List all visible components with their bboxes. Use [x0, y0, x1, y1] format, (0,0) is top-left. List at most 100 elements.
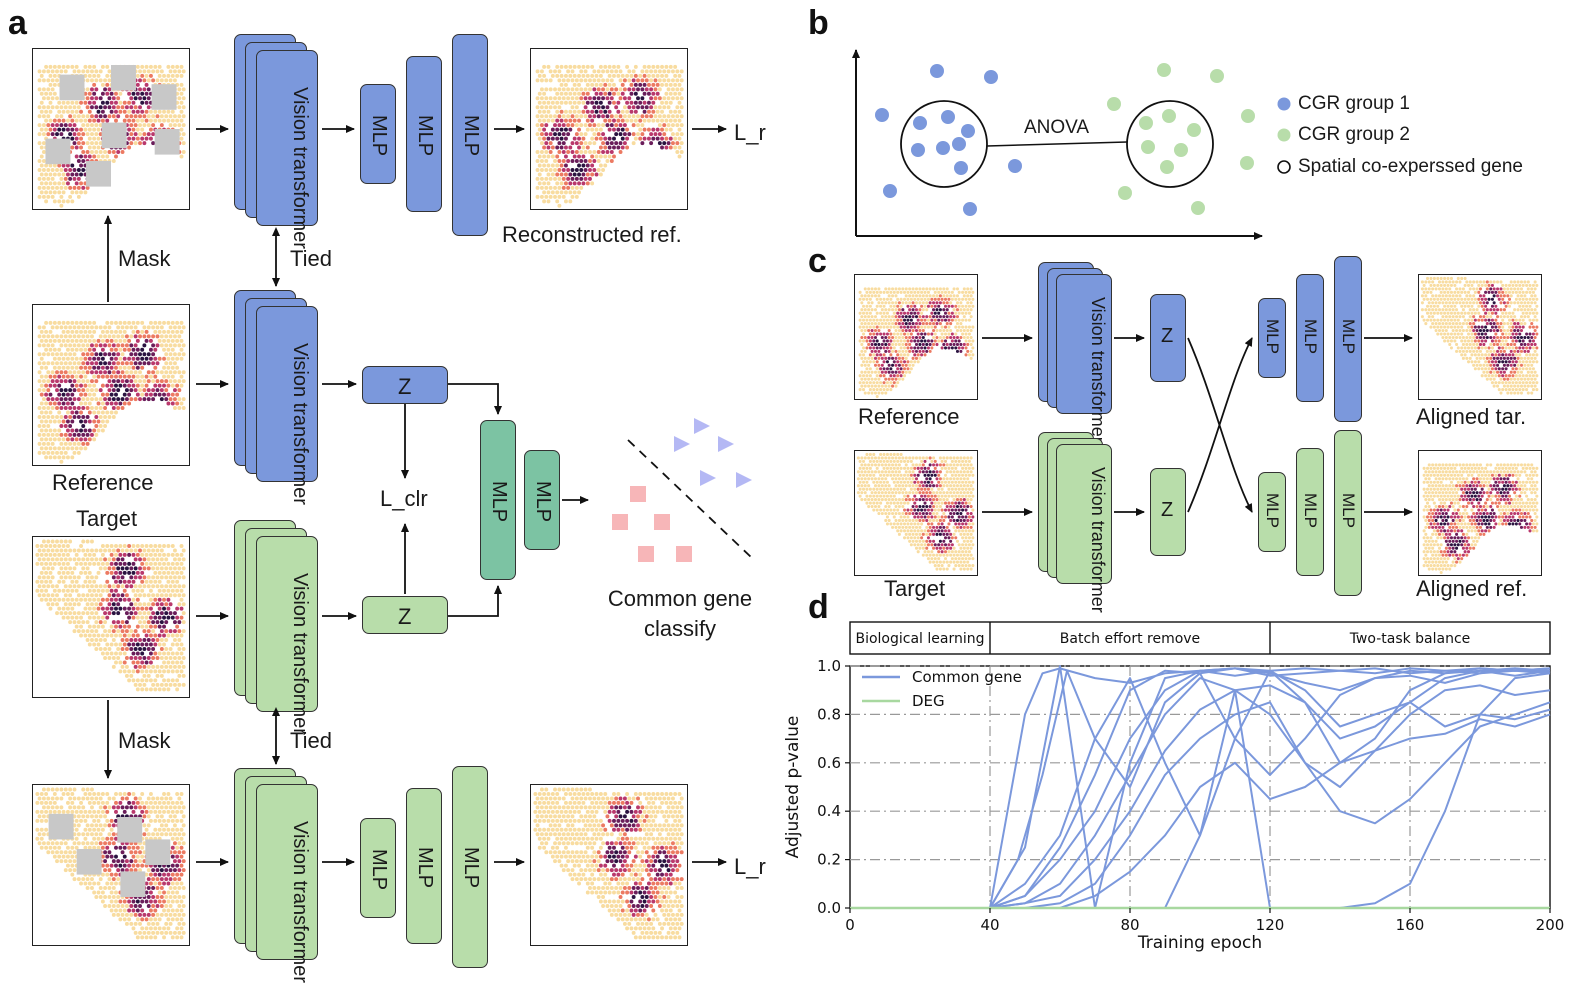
reference-image [32, 304, 190, 466]
y-tick-label: 0.4 [817, 802, 841, 820]
classifier-mlp-large: MLP [480, 420, 516, 580]
c-target-label: Target [884, 578, 945, 600]
legend-cgr-group-1: CGR group 1 [1298, 94, 1410, 113]
mask-label: Mask [118, 248, 171, 270]
legend-spatial-coexpressed: Spatial co-experssed gene [1298, 157, 1523, 176]
z-label: Z [1161, 325, 1173, 348]
loss-clr-label: L_clr [380, 488, 428, 510]
classifier-mlp-small: MLP [524, 450, 560, 550]
c-aligned-ref-label: Aligned ref. [1416, 578, 1527, 600]
phase-label: Batch effort remove [1060, 631, 1200, 647]
mlp-label: MLP [531, 481, 554, 522]
mlp-block: MLP [406, 788, 442, 944]
y-tick-label: 1.0 [817, 657, 841, 675]
legend-marker-group1 [1278, 98, 1291, 111]
anova-label: ANOVA [1024, 118, 1089, 137]
mlp-block: MLP [360, 84, 396, 184]
phase-label: Biological learning [855, 631, 984, 647]
vision-transformer-ref: Vision transformer [256, 306, 318, 482]
x-tick-label: 160 [1396, 916, 1425, 934]
vision-transformer-tar: Vision transformer [256, 536, 318, 712]
c-reference-image [854, 274, 978, 400]
mask-label: Mask [118, 730, 171, 752]
c-vision-transformer-ref: Vision transformer [1056, 274, 1112, 414]
tied-label: Tied [290, 248, 332, 270]
loss-r-label: L_r [734, 122, 766, 144]
mlp-block: MLP [1296, 274, 1324, 402]
vision-transformer-label: Vision transformer [265, 343, 311, 453]
vision-transformer-label: Vision transformer [265, 573, 311, 683]
c-aligned-tar-image [1418, 274, 1542, 400]
legend-marker-group2 [1278, 129, 1291, 142]
panel-b-scatter [856, 50, 1291, 236]
mlp-label: MLP [1262, 493, 1282, 528]
reconstructed-ref-label: Reconstructed ref. [502, 224, 682, 246]
masked-reference-image [32, 48, 190, 210]
legend-cgr-group-2: CGR group 2 [1298, 125, 1410, 144]
z-label: Z [398, 604, 411, 630]
panel-letter-b: b [808, 6, 829, 40]
z-latent-tar: Z [362, 596, 448, 634]
legend-label: Common gene [912, 668, 1022, 686]
target-label: Target [76, 508, 137, 530]
c-target-image [854, 450, 978, 576]
panel-letter-c: c [808, 244, 827, 278]
mlp-label: MLP [367, 115, 390, 156]
target-image [32, 536, 190, 698]
masked-target-image [32, 784, 190, 946]
c-aligned-tar-label: Aligned tar. [1416, 406, 1526, 428]
mlp-block: MLP [1334, 430, 1362, 596]
mlp-label: MLP [1300, 319, 1320, 354]
mlp-label: MLP [487, 481, 510, 522]
mlp-label: MLP [367, 849, 390, 890]
c-vision-transformer-tar: Vision transformer [1056, 444, 1112, 584]
adjusted-pvalue-chart: Biological learning Batch effort remove Tw… [780, 610, 1575, 975]
vision-transformer-label: Vision transformer [265, 87, 311, 197]
panel-letter-a: a [8, 6, 27, 40]
mlp-block: MLP [406, 56, 442, 212]
vision-transformer-label: Vision transformer [1063, 297, 1107, 393]
mlp-label: MLP [1338, 319, 1358, 354]
z-latent-ref: Z [362, 366, 448, 404]
mlp-block: MLP [1296, 448, 1324, 576]
common-gene-classify-label: Common gene classify [590, 584, 770, 643]
x-tick-label: 120 [1256, 916, 1285, 934]
x-tick-label: 0 [845, 916, 855, 934]
y-tick-label: 0.6 [817, 754, 841, 772]
legend-marker-open [1278, 161, 1290, 173]
mlp-block: MLP [1258, 472, 1286, 552]
vision-transformer-ref-masked: Vision transformer [256, 50, 318, 226]
x-tick-label: 200 [1536, 916, 1565, 934]
y-tick-label: 0.2 [817, 851, 841, 869]
legend-label: DEG [912, 692, 945, 710]
classify-shapes [612, 418, 752, 562]
x-axis-label: Training epoch [1137, 933, 1262, 953]
phase-label: Two-task balance [1349, 631, 1471, 647]
vision-transformer-label: Vision transformer [265, 821, 311, 931]
vision-transformer-label: Vision transformer [1063, 467, 1107, 563]
mlp-label: MLP [413, 115, 436, 156]
c-z-ref: Z [1150, 294, 1186, 382]
tied-label: Tied [290, 730, 332, 752]
reconstructed-reference-image [530, 48, 688, 210]
vision-transformer-tar-masked: Vision transformer [256, 784, 318, 960]
mlp-label: MLP [1338, 493, 1358, 528]
mlp-block: MLP [1334, 256, 1362, 422]
x-tick-label: 80 [1120, 916, 1139, 934]
mlp-label: MLP [459, 115, 482, 156]
y-axis-label: Adjusted p-value [783, 716, 803, 859]
mlp-block: MLP [1258, 298, 1286, 378]
y-tick-label: 0.8 [817, 705, 841, 723]
c-aligned-ref-image [1418, 450, 1542, 576]
mlp-label: MLP [459, 847, 482, 888]
y-tick-label: 0.0 [817, 899, 841, 917]
loss-r-label: L_r [734, 856, 766, 878]
mlp-label: MLP [413, 847, 436, 888]
z-label: Z [398, 374, 411, 400]
mlp-block: MLP [360, 818, 396, 918]
mlp-block: MLP [452, 766, 488, 968]
mlp-block: MLP [452, 34, 488, 236]
mlp-label: MLP [1262, 319, 1282, 354]
x-tick-label: 40 [980, 916, 999, 934]
reference-label: Reference [52, 472, 154, 494]
